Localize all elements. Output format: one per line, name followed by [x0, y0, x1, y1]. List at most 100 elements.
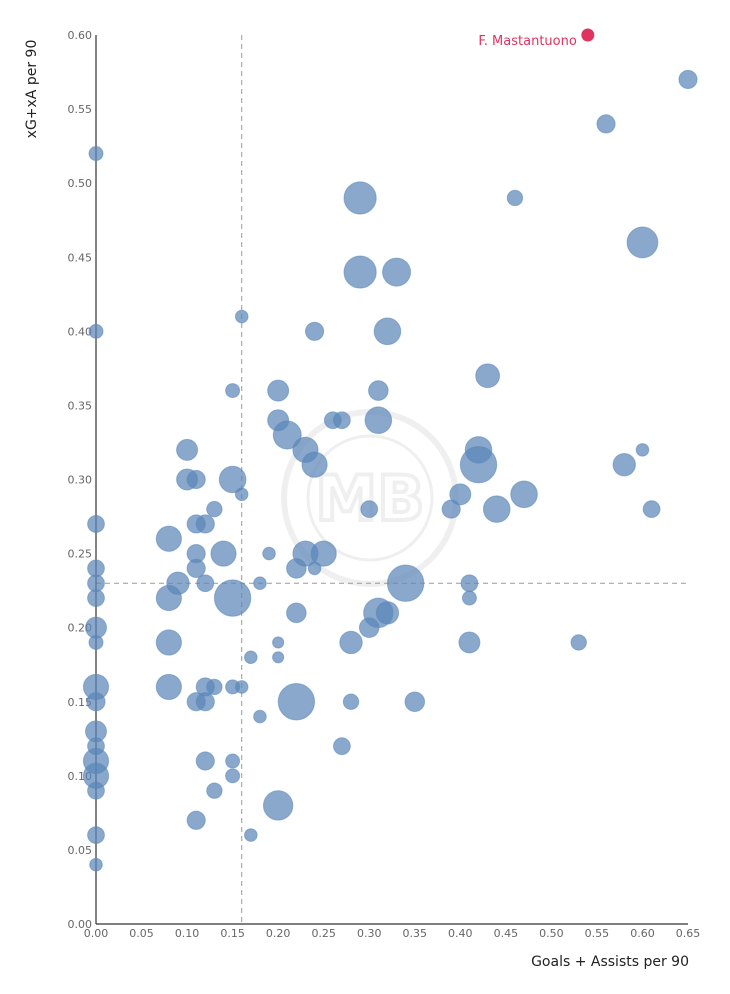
data-point — [166, 571, 190, 595]
watermark-text: MB — [316, 462, 425, 535]
x-tick-labels: 0.00 0.05 0.10 0.15 0.20 0.25 0.30 0.35 0.40 0.45… — [84, 927, 701, 940]
x-tick-label: 0.40 — [448, 927, 473, 940]
x-tick-label: 0.45 — [494, 927, 519, 940]
data-point — [301, 451, 328, 478]
data-point — [87, 515, 105, 533]
data-point — [482, 495, 511, 523]
data-point — [155, 525, 182, 552]
data-point — [596, 114, 616, 134]
data-point — [155, 673, 182, 701]
highlight-label: F. Mastantuono — [478, 34, 576, 49]
data-point — [262, 546, 276, 561]
data-point — [635, 443, 650, 457]
data-point — [373, 317, 402, 346]
data-point — [234, 680, 249, 694]
data-point — [89, 857, 103, 872]
data-point — [225, 383, 241, 399]
data-point — [459, 445, 498, 484]
data-point — [87, 826, 105, 844]
data-point — [343, 181, 377, 215]
data-point — [612, 452, 636, 477]
data-point — [339, 630, 363, 655]
y-axis-title: xG+xA per 90 — [24, 40, 40, 139]
x-tick-label: 0.10 — [175, 927, 200, 940]
x-tick-label: 0.55 — [585, 927, 610, 940]
x-tick-label: 0.05 — [129, 927, 154, 940]
data-point — [87, 574, 105, 593]
data-point — [234, 309, 249, 324]
data-point — [272, 420, 302, 450]
data-point — [310, 540, 337, 567]
data-point — [206, 782, 223, 799]
data-point — [88, 146, 104, 162]
x-tick-label: 0.65 — [676, 927, 701, 940]
data-point — [225, 768, 241, 784]
data-point — [244, 650, 258, 665]
x-tick-label: 0.25 — [311, 927, 336, 940]
data-point — [678, 69, 698, 90]
x-tick-label: 0.50 — [539, 927, 564, 940]
data-point — [234, 487, 249, 502]
x-tick-label: 0.35 — [403, 927, 428, 940]
data-point — [333, 411, 351, 430]
x-tick-label: 0.15 — [220, 927, 245, 940]
data-point — [382, 257, 412, 287]
data-point — [570, 634, 587, 651]
data-point — [360, 500, 379, 519]
data-point — [186, 558, 206, 579]
x-tick-label: 0.30 — [357, 927, 382, 940]
data-point — [186, 810, 206, 830]
data-point — [196, 574, 215, 593]
x-axis-title: Goals + Assists per 90 — [531, 954, 689, 970]
data-point — [195, 751, 215, 771]
y-tick-label: 0.00 — [68, 918, 93, 931]
data-point — [458, 631, 481, 654]
data-point — [195, 514, 215, 534]
y-tick-labels: 0.000.050.100.150.200.250.300.350.400.45… — [68, 29, 93, 931]
y-tick-label: 0.40 — [68, 325, 93, 338]
data-point — [642, 500, 661, 519]
data-point — [186, 469, 206, 490]
data-point — [176, 438, 199, 461]
x-tick-label: 0.20 — [266, 927, 291, 940]
data-point — [88, 634, 104, 650]
data-point — [333, 737, 351, 756]
data-point — [460, 574, 479, 593]
data-point — [364, 406, 393, 435]
y-tick-label: 0.35 — [68, 399, 93, 412]
data-point — [86, 692, 106, 712]
data-point — [375, 601, 400, 625]
y-tick-label: 0.25 — [68, 548, 93, 561]
data-point — [277, 683, 316, 721]
y-tick-label: 0.30 — [68, 474, 93, 487]
data-point — [262, 790, 294, 821]
y-tick-label: 0.45 — [68, 251, 93, 264]
data-point — [244, 828, 258, 842]
data-point — [213, 579, 252, 617]
data-point — [272, 651, 285, 664]
data-point — [155, 629, 182, 656]
data-point — [449, 483, 472, 506]
data-point — [510, 480, 538, 509]
x-tick-label: 0.60 — [630, 927, 655, 940]
y-tick-label: 0.55 — [68, 103, 93, 116]
y-tick-label: 0.15 — [68, 696, 93, 709]
data-points — [82, 69, 698, 872]
data-point — [206, 500, 223, 518]
y-tick-label: 0.50 — [68, 177, 93, 190]
data-point — [253, 709, 267, 724]
data-point — [368, 380, 389, 401]
data-point — [386, 564, 425, 602]
data-point — [342, 693, 360, 710]
y-tick-label: 0.05 — [68, 844, 93, 857]
data-point — [210, 540, 237, 567]
data-point — [87, 589, 105, 607]
data-point — [461, 590, 477, 606]
data-point — [225, 753, 241, 769]
data-point — [87, 559, 105, 578]
data-point — [253, 576, 267, 591]
highlight-point — [581, 28, 595, 42]
data-point — [343, 255, 377, 289]
data-point — [88, 323, 104, 339]
